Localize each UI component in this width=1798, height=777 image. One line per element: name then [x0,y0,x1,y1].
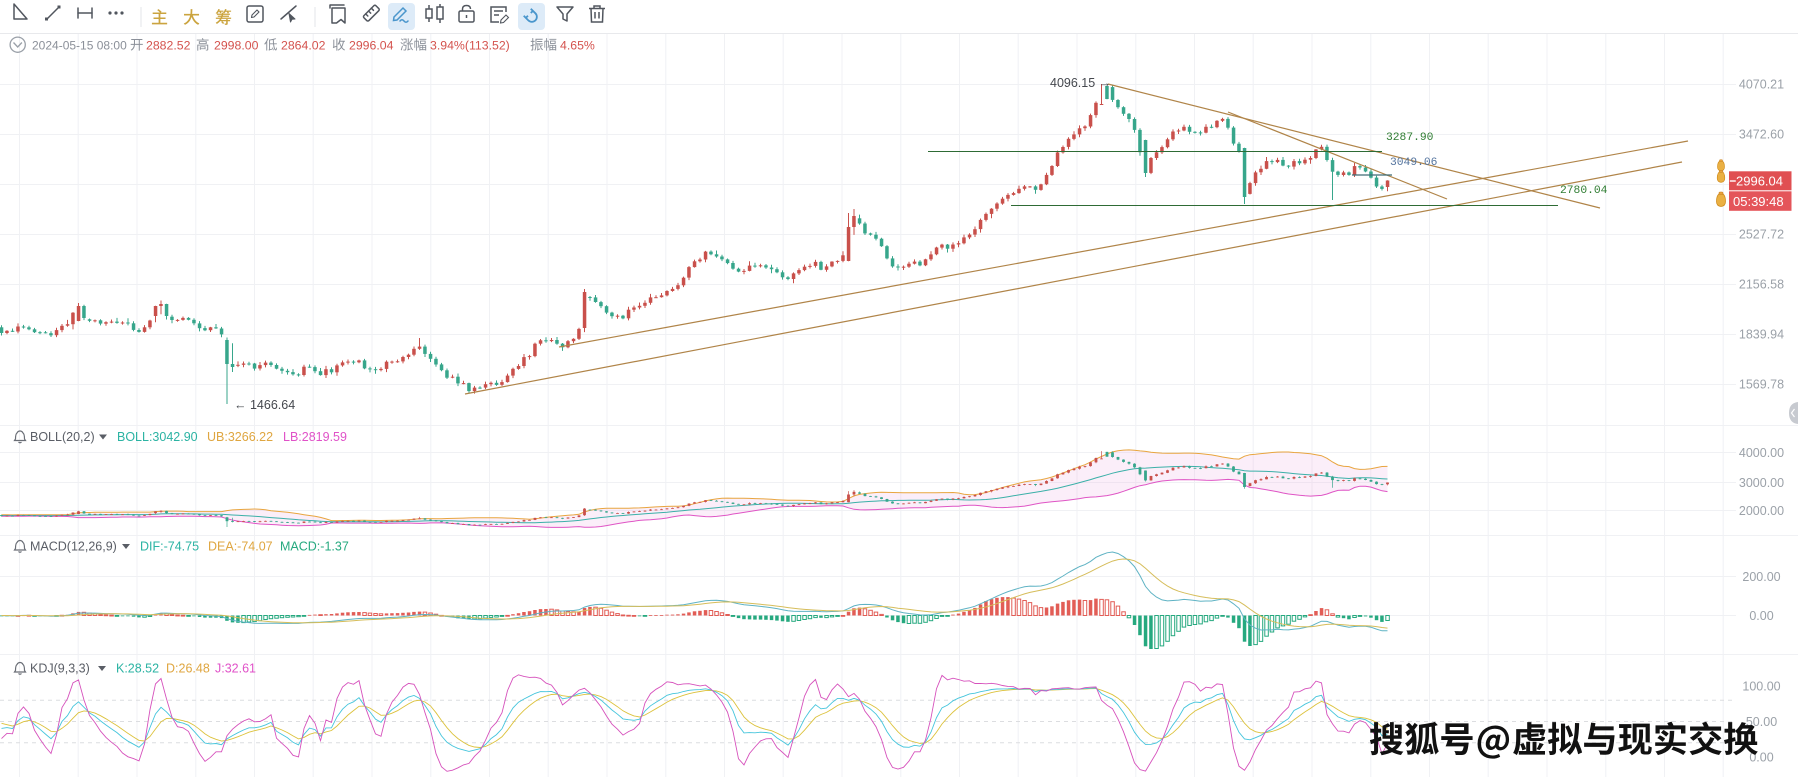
svg-text:← 1466.64: ← 1466.64 [234,398,295,412]
svg-text:DIF:-74.75: DIF:-74.75 [140,540,199,554]
svg-text:2156.58: 2156.58 [1739,277,1784,291]
svg-text:MACD:-1.37: MACD:-1.37 [280,540,349,554]
svg-text:0.00: 0.00 [1749,609,1773,623]
svg-text:4096.15 →: 4096.15 → [1050,76,1111,90]
svg-text:K:28.52: K:28.52 [116,662,159,676]
svg-text:J:32.61: J:32.61 [215,662,256,676]
svg-text:2527.72: 2527.72 [1739,227,1784,241]
svg-text:2780.04: 2780.04 [1560,185,1608,197]
svg-text:KDJ(9,3,3): KDJ(9,3,3) [30,662,90,676]
svg-text:DEA:-74.07: DEA:-74.07 [208,540,273,554]
svg-text:UB:3266.22: UB:3266.22 [207,430,273,444]
svg-text:MACD(12,26,9): MACD(12,26,9) [30,540,117,554]
svg-text:200.00: 200.00 [1742,570,1780,584]
svg-text:2882.52: 2882.52 [146,39,191,53]
svg-text:BOLL:3042.90: BOLL:3042.90 [117,430,198,444]
svg-text:3287.90: 3287.90 [1386,132,1434,144]
svg-text:1839.94: 1839.94 [1739,327,1784,341]
svg-text:4.65%: 4.65% [560,39,595,53]
svg-text:2998.00: 2998.00 [214,39,259,53]
svg-text:2996.04: 2996.04 [349,39,394,53]
svg-text:BOLL(20,2): BOLL(20,2) [30,430,95,444]
svg-text:1569.78: 1569.78 [1739,377,1784,391]
svg-text:3.94%(113.52): 3.94%(113.52) [430,39,510,53]
svg-text:D:26.48: D:26.48 [166,662,210,676]
svg-text:4070.21: 4070.21 [1739,77,1784,91]
svg-text:2864.02: 2864.02 [281,39,326,53]
svg-text:3472.60: 3472.60 [1739,127,1784,141]
svg-text:3049.06: 3049.06 [1390,157,1438,169]
svg-text:100.00: 100.00 [1742,679,1780,693]
svg-text:05:39:48: 05:39:48 [1733,194,1784,209]
svg-text:2996.04: 2996.04 [1736,174,1783,189]
svg-text:3000.00: 3000.00 [1739,476,1784,490]
svg-text:LB:2819.59: LB:2819.59 [283,430,347,444]
svg-text:50.00: 50.00 [1746,715,1777,729]
svg-text:4000.00: 4000.00 [1739,446,1784,460]
svg-text:2024-05-15 08:00: 2024-05-15 08:00 [32,39,127,53]
svg-text:2000.00: 2000.00 [1739,504,1784,518]
